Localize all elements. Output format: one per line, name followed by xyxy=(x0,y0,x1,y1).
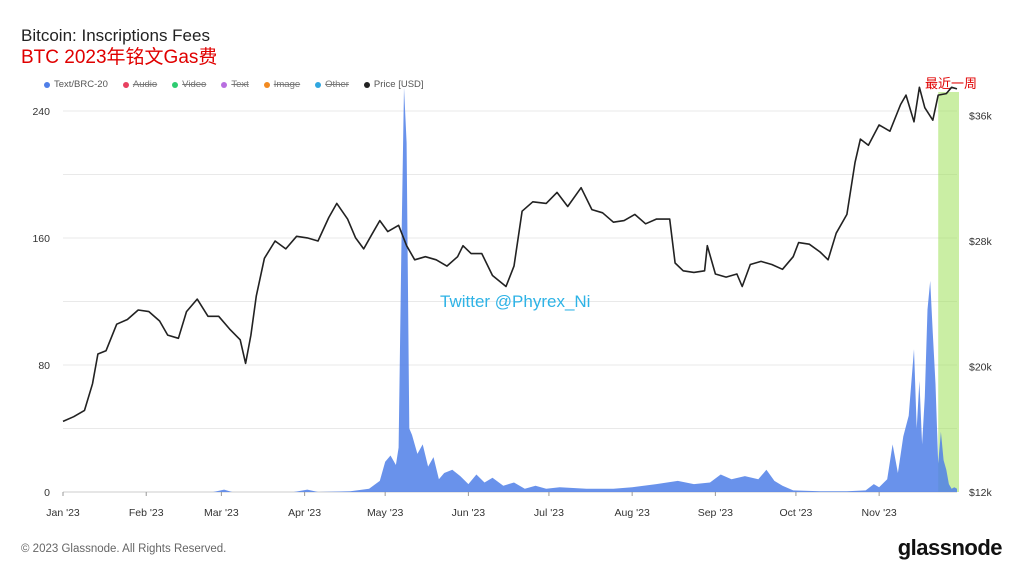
fees-area xyxy=(63,87,957,492)
legend-item[interactable]: Price [USD] xyxy=(363,79,424,90)
x-tick-label: Apr '23 xyxy=(288,507,321,519)
chart-title: Bitcoin: Inscriptions Fees xyxy=(21,26,210,45)
legend-label: Video xyxy=(182,79,207,90)
legend-dot-icon xyxy=(221,81,228,88)
watermark: Twitter @Phyrex_Ni xyxy=(440,292,591,311)
legend-dot-icon xyxy=(122,81,129,88)
x-tick-label: Aug '23 xyxy=(615,507,650,519)
legend-dot-icon xyxy=(315,81,322,88)
y-right-tick-label: $28k xyxy=(969,236,993,248)
x-tick-label: Mar '23 xyxy=(204,507,239,519)
legend-item[interactable]: Other xyxy=(315,79,349,90)
glassnode-logo: glassnode xyxy=(897,535,1003,560)
legend-label: Image xyxy=(273,79,301,90)
x-tick-label: Nov '23 xyxy=(862,507,897,519)
y-left-tick-label: 240 xyxy=(32,106,50,118)
legend-label: Text xyxy=(231,79,249,90)
x-tick-label: Jul '23 xyxy=(534,507,564,519)
y-left-tick-label: 160 xyxy=(32,233,50,245)
y-left-tick-label: 80 xyxy=(38,360,50,372)
legend-dot-icon xyxy=(44,81,50,88)
legend-label: Text/BRC-20 xyxy=(54,79,108,90)
copyright-footer: © 2023 Glassnode. All Rights Reserved. xyxy=(21,543,227,555)
legend-label: Price [USD] xyxy=(373,79,424,90)
y-right-tick-label: $12k xyxy=(969,487,993,499)
legend-dot-icon xyxy=(263,81,270,88)
legend-item[interactable]: Text xyxy=(221,79,249,90)
x-tick-label: Jan '23 xyxy=(46,507,80,519)
y-right-tick-label: $36k xyxy=(969,111,993,123)
x-tick-label: Sep '23 xyxy=(698,507,733,519)
x-tick-label: Oct '23 xyxy=(779,507,812,519)
legend-item[interactable]: Text/BRC-20 xyxy=(44,79,108,90)
highlight-band xyxy=(938,92,959,492)
y-left-tick-label: 0 xyxy=(44,487,50,499)
y-right-tick-label: $20k xyxy=(969,362,993,374)
price-line xyxy=(62,86,958,423)
x-tick-label: Jun '23 xyxy=(452,507,486,519)
legend-dot-icon xyxy=(363,81,370,88)
x-tick-label: May '23 xyxy=(367,507,404,519)
chart-subtitle: BTC 2023年铭文Gas费 xyxy=(21,47,218,68)
legend-item[interactable]: Video xyxy=(172,79,206,90)
chart-legend: Text/BRC-20 Audio Video Text Image Other Price… xyxy=(44,79,439,90)
legend-item[interactable]: Image xyxy=(263,79,301,90)
legend-label: Audio xyxy=(132,79,158,90)
legend-dot-icon xyxy=(172,81,179,88)
legend-label: Other xyxy=(325,79,349,90)
last-week-label: 最近一周 xyxy=(925,76,978,91)
x-tick-label: Feb '23 xyxy=(129,507,164,519)
legend-item[interactable]: Audio xyxy=(122,79,158,90)
